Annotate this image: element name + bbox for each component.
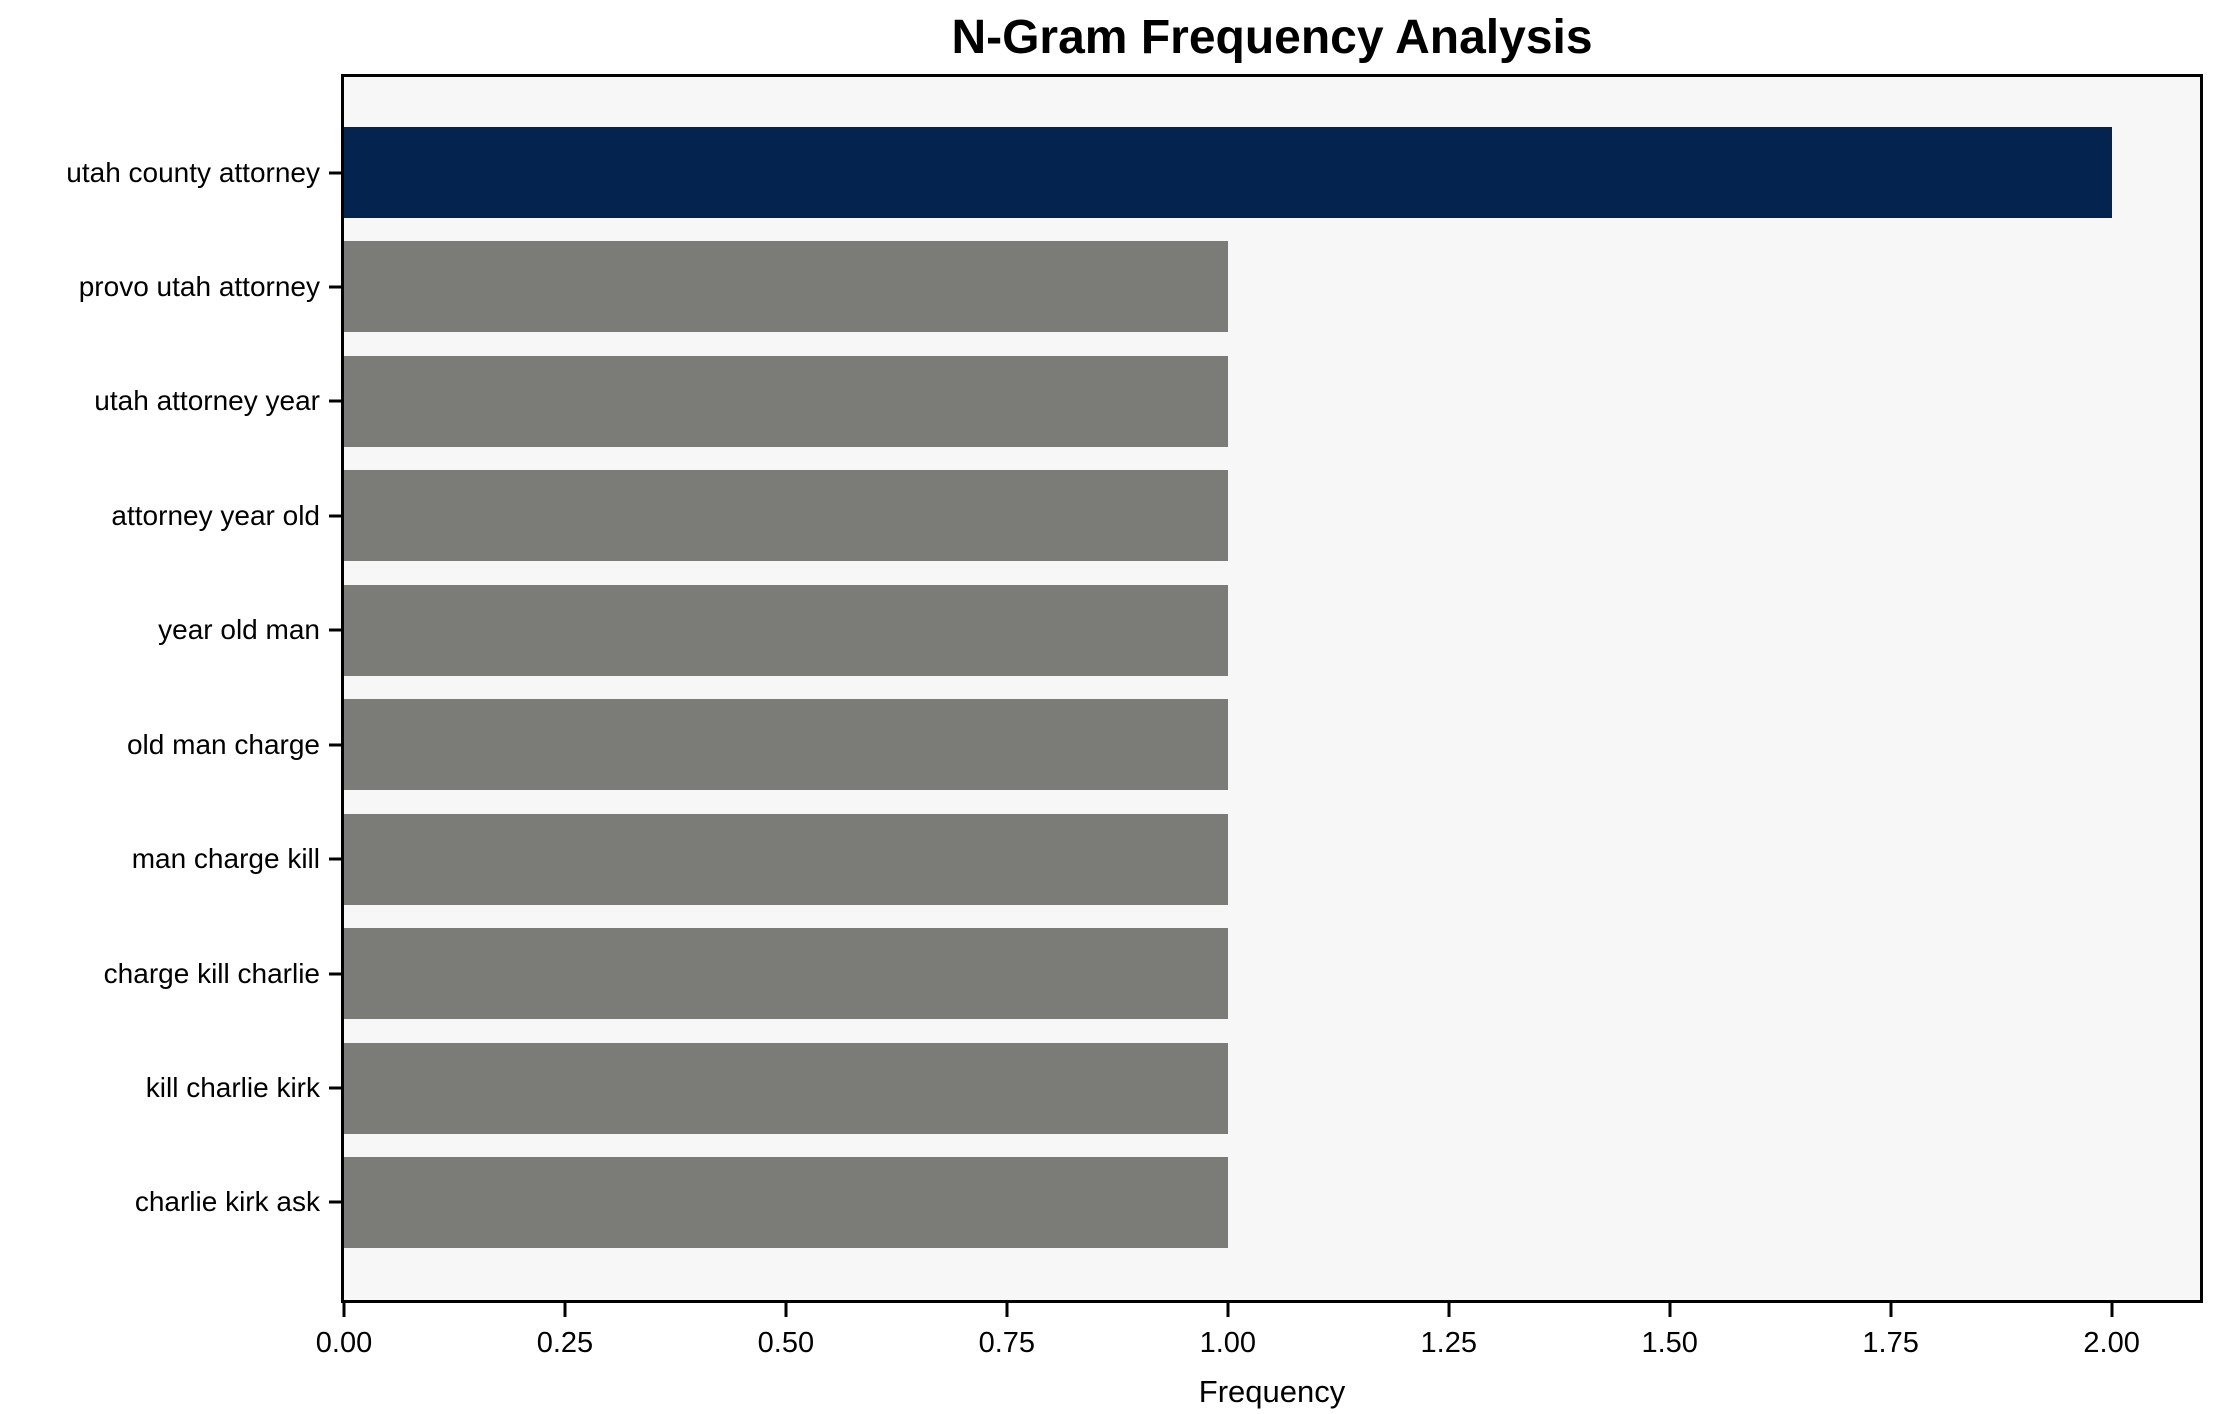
y-tick-label: year old man (158, 614, 320, 646)
y-tick-mark (329, 399, 341, 403)
y-tick-mark (329, 857, 341, 861)
x-tick-label: 2.00 (2083, 1327, 2140, 1359)
x-tick-label: 1.25 (1420, 1327, 1477, 1359)
x-tick-mark (1447, 1303, 1451, 1317)
bar-row: utah attorney year (94, 355, 2200, 447)
bar-row: kill charlie kirk (146, 1042, 2200, 1134)
bar-row: utah county attorney (66, 127, 2200, 218)
x-tick-label: 0.00 (315, 1327, 373, 1359)
y-tick-label: utah county attorney (66, 156, 320, 188)
x-tick-label: 1.50 (1641, 1327, 1698, 1359)
y-tick-label: utah attorney year (94, 385, 320, 417)
x-tick-mark (784, 1303, 788, 1317)
bar-row: charlie kirk ask (135, 1156, 2200, 1248)
bar (344, 127, 2112, 218)
y-tick-mark (329, 514, 341, 518)
y-tick-label: man charge kill (131, 843, 320, 875)
x-tick-label: 1.00 (1199, 1327, 1257, 1359)
y-tick-label: charge kill charlie (103, 957, 320, 989)
x-tick-label: 1.75 (1862, 1327, 1919, 1359)
x-tick-label: 0.50 (757, 1327, 815, 1359)
bar-row: year old man (158, 584, 2200, 676)
y-tick-label: charlie kirk ask (134, 1186, 320, 1218)
plot-area: utah county attorney provo utah attorney… (66, 74, 2203, 1303)
bar (344, 699, 1228, 791)
y-tick-label: provo utah attorney (78, 270, 320, 302)
bar (344, 584, 1228, 676)
bar (344, 813, 1228, 905)
x-tick-label: 0.25 (536, 1327, 594, 1359)
bar-row: man charge kill (132, 813, 2200, 905)
bar-row: attorney year old (111, 470, 2200, 562)
x-tick-mark (563, 1303, 567, 1317)
bar (344, 1156, 1228, 1248)
bar (344, 241, 1228, 333)
chart-title: N-Gram Frequency Analysis (951, 11, 1593, 64)
bar-row: charge kill charlie (104, 928, 2200, 1020)
bar-row: old man charge (127, 699, 2200, 791)
y-tick-mark (329, 1086, 341, 1090)
x-tick-mark (342, 1303, 346, 1317)
bar (344, 470, 1228, 562)
y-tick-mark (329, 743, 341, 747)
bar (344, 928, 1228, 1020)
y-tick-label: old man charge (126, 728, 320, 760)
x-tick-mark (1889, 1303, 1893, 1317)
bar (344, 355, 1228, 447)
bar-row: provo utah attorney (79, 241, 2200, 333)
x-tick-mark (1668, 1303, 1672, 1317)
y-tick-mark (329, 1200, 341, 1204)
y-tick-label: kill charlie kirk (145, 1072, 320, 1103)
x-tick-mark (1226, 1303, 1230, 1317)
bar (344, 1042, 1228, 1134)
y-tick-mark (329, 171, 341, 174)
x-tick-mark (2110, 1303, 2114, 1317)
y-tick-mark (329, 285, 341, 289)
x-tick-label: 0.75 (978, 1327, 1036, 1359)
x-tick-mark (1005, 1303, 1009, 1317)
y-tick-mark (329, 628, 341, 632)
y-tick-label: attorney year old (111, 499, 320, 531)
x-axis-title: Frequency (1198, 1374, 1346, 1409)
y-tick-mark (329, 972, 341, 976)
